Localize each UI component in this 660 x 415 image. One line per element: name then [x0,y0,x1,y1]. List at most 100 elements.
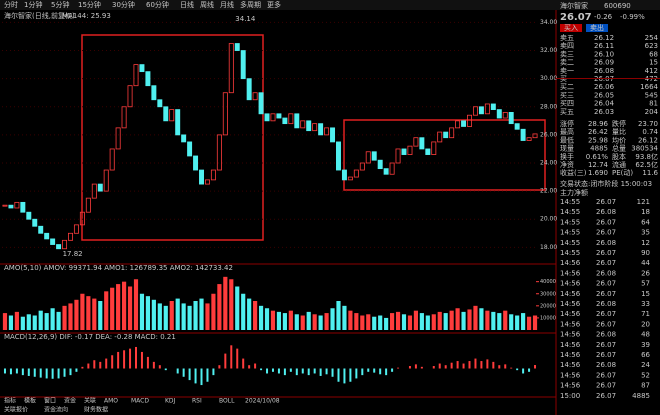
tick-price: 26.08 [596,208,616,216]
volume-bar [14,311,19,330]
tick-volume: 39 [641,341,650,349]
indicator-tab[interactable]: 关联 [84,397,96,405]
volume-bar [151,299,156,330]
book-price: 26.11 [594,42,614,50]
volume-bar [50,308,55,330]
volume-bar [217,284,222,330]
candle [73,224,79,234]
volume-bar [342,305,347,330]
book-level: 买四 [560,100,574,108]
buy-label: 买入 [564,24,578,32]
tick-price: 26.08 [596,361,616,369]
volume-bar [437,311,442,330]
indicator-tab[interactable]: BOLL [219,398,235,405]
y-tick-label: 24.00 [540,160,557,167]
volume-bar [139,293,145,330]
volume-bar [401,314,407,330]
price-pct: -0.99% [620,13,645,21]
indicator-tab[interactable]: KDJ [165,398,176,405]
book-price: 26.08 [594,67,614,75]
period-tab[interactable]: 60分钟 [146,0,169,9]
candle [169,109,175,122]
indicator-tab[interactable]: 模板 [24,397,36,405]
period-tab[interactable]: 15分钟 [78,0,101,9]
volume-bar [157,303,162,330]
sell-button[interactable] [586,24,608,32]
volume-bar [300,315,305,330]
book-price: 26.06 [594,83,615,91]
indicator-tab[interactable]: 指标 [4,397,16,405]
tick-volume: 57 [641,280,650,288]
volume-bar [443,313,448,330]
volume-bar [20,316,25,330]
volume-bar [104,291,109,330]
period-tab[interactable]: 更多 [267,0,281,9]
candle [151,85,157,101]
volume-bar [127,286,133,330]
book-volume: 68 [649,50,658,58]
indicator-tab[interactable]: 窗口 [44,397,56,405]
tick-price: 26.07 [596,218,616,226]
period-tab[interactable]: 分时 [4,0,18,9]
period-tab[interactable]: 5分钟 [51,0,69,9]
volume-bar [62,305,67,330]
volume-bar [461,311,466,330]
book-level: 买二 [560,83,574,91]
period-tab[interactable]: 月线 [220,0,234,9]
toolbar-bg [0,0,660,10]
period-tab[interactable]: 多周期 [240,0,261,9]
indicator-tab[interactable]: RSI [192,398,202,405]
y-tick-label: 30.00 [540,75,557,82]
tick-time: 15:00 [560,392,580,400]
buy-button[interactable] [560,24,582,32]
tick-price: 26.07 [596,310,616,318]
y-tick-label: 22.00 [540,188,557,195]
candle [276,113,282,119]
tick-time: 14:55 [560,229,580,237]
period-tab[interactable]: 30分钟 [112,0,135,9]
indicator-tab[interactable]: 资金 [64,397,76,405]
candle [14,201,20,209]
indicator-tab[interactable]: MACD [131,398,149,405]
book-price: 26.10 [594,50,614,58]
tick-volume: 48 [641,331,650,339]
last-price: 26.07 [560,12,592,23]
stat-value: 1.690 [588,169,608,177]
volume-bar [211,293,216,330]
volume-bar [455,308,460,330]
volume-bar [8,315,14,330]
volume-bar [247,298,252,330]
candle [419,137,425,150]
volume-bar [348,310,353,330]
indicator-tab[interactable]: AMO [104,398,118,405]
candle [401,148,407,155]
period-tab[interactable]: 日线 [180,0,194,9]
period-tab[interactable]: 周线 [200,0,214,9]
y-tick-label: 28.00 [540,103,557,110]
volume-bar [515,315,520,330]
candle [115,127,121,150]
candle [514,123,520,130]
volume-bar [92,298,97,330]
tick-time: 14:56 [560,310,581,318]
candle [246,78,252,101]
candle [91,183,97,199]
candle [437,131,443,143]
volume-bar [187,305,192,330]
tick-volume: 4885 [632,392,650,400]
candle [68,232,73,241]
volume-bar [44,313,49,330]
status-item: 资金流向 [44,406,68,414]
tick-volume: 24 [641,361,650,369]
volume-bar [264,308,270,330]
candle [50,238,56,245]
tick-price: 26.07 [596,198,616,206]
tick-time: 14:56 [560,371,581,379]
tick-price: 26.07 [596,290,616,298]
book-level: 卖三 [560,50,574,58]
stat-value: 62.5亿 [635,160,658,169]
volume-bar [26,314,31,330]
candle [38,225,44,234]
stat-value: 25.98 [588,136,608,144]
period-tab[interactable]: 1分钟 [24,0,42,9]
